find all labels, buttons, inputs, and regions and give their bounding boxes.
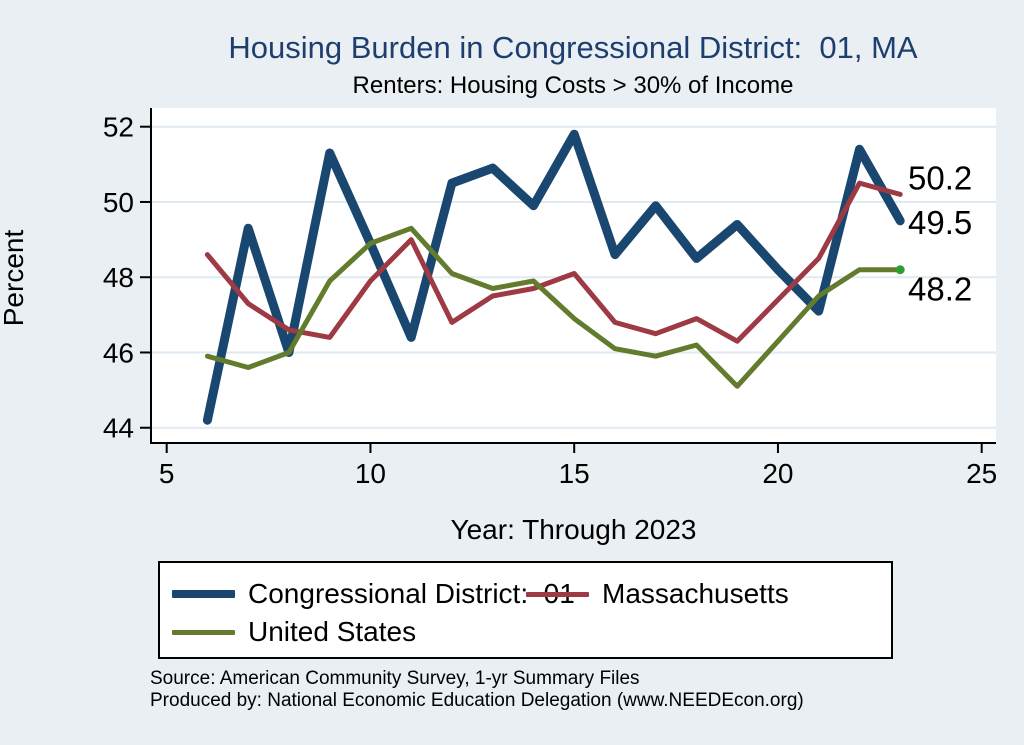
y-axis-title: Percent [0,229,29,327]
series-line-0 [202,129,905,425]
x-tick-label-15: 15 [559,458,590,489]
legend-item-district01: Congressional District: 01 [172,578,575,609]
series-line-1 [204,180,903,344]
series-end-marker-2 [895,265,905,275]
footer-produced-by: Produced by: National Economic Education… [150,690,804,711]
y-tick-label-46: 46 [103,337,134,368]
legend-label-district01: Congressional District: 01 [248,578,575,609]
district01-line-swatch [172,590,235,598]
legend-item-unitedstates: United States [172,616,417,647]
chart-subtitle: Renters: Housing Costs > 30% of Income [352,72,794,99]
x-axis-title: Year: Through 2023 [450,514,697,545]
unitedstates-line-swatch [172,629,235,635]
x-tick-label-10: 10 [355,458,386,489]
legend-item-massachusetts: Massachusetts [526,578,789,609]
end-value-label-48.2: 48.2 [908,271,972,308]
massachusetts-line-swatch [526,591,589,597]
x-tick-label-20: 20 [762,458,793,489]
y-tick-label-50: 50 [103,187,134,218]
legend-label-massachusetts: Massachusetts [602,578,789,609]
chart-title: Housing Burden in Congressional District… [228,30,918,65]
y-tick-label-52: 52 [103,112,134,143]
x-tick-label-5: 5 [159,458,175,489]
series-line-2 [204,225,903,389]
end-value-label-49.5: 49.5 [908,204,972,241]
y-tick-label-48: 48 [103,262,134,293]
y-tick-label-44: 44 [103,413,134,444]
legend-label-unitedstates: United States [248,616,417,647]
end-value-label-50.2: 50.2 [908,159,972,196]
x-tick-label-25: 25 [966,458,997,489]
footer-source: Source: American Community Survey, 1-yr … [150,668,640,689]
legend: Congressional District: 01 Massachusetts… [158,561,893,659]
